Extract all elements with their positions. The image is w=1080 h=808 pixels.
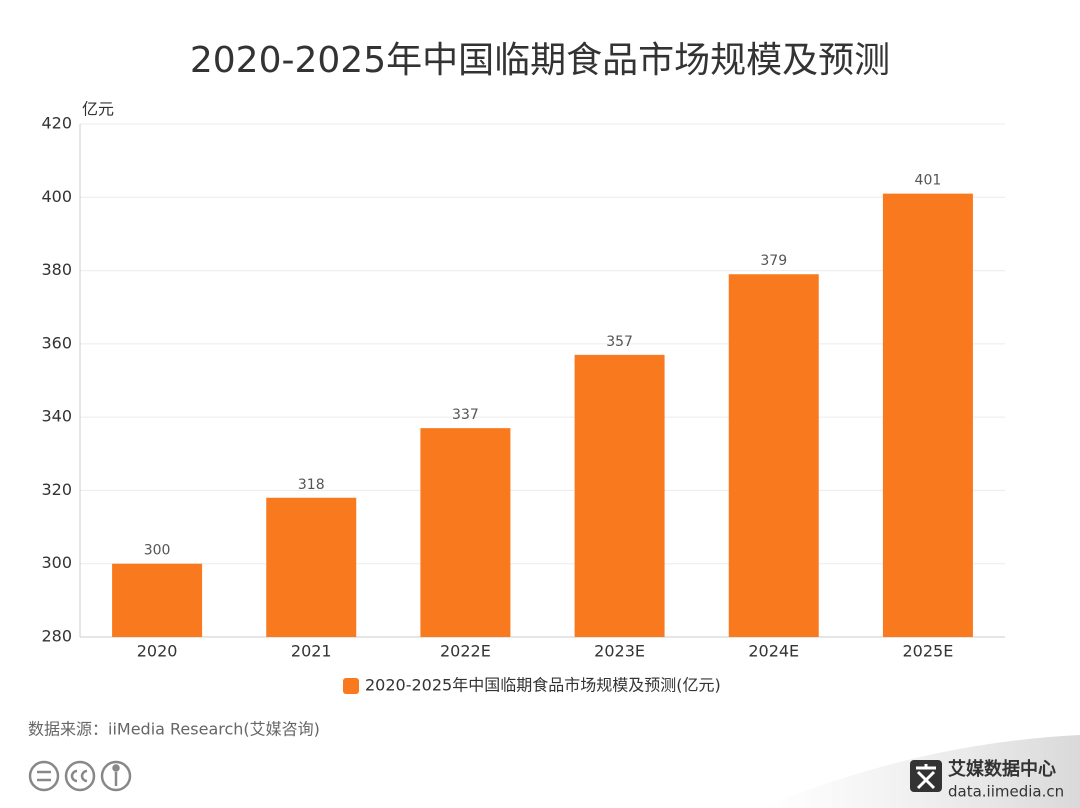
y-tick-label: 320 [41, 480, 72, 499]
bar [882, 193, 973, 637]
x-tick-label: 2020 [137, 642, 178, 661]
x-tick-label: 2025E [903, 642, 954, 661]
license-icons [28, 760, 132, 792]
legend-label: 2020-2025年中国临期食品市场规模及预测(亿元) [365, 676, 721, 695]
brand-name: 艾媒数据中心 [948, 758, 1056, 780]
x-tick-label: 2023E [594, 642, 645, 661]
source: 数据来源：iiMedia Research(艾媒咨询) [28, 720, 320, 739]
y-tick-label: 280 [41, 627, 72, 646]
bar [112, 563, 203, 637]
x-tick-label: 2024E [748, 642, 799, 661]
brand-logo [910, 760, 942, 792]
value-label: 401 [915, 173, 942, 189]
y-tick-label: 420 [41, 114, 72, 133]
value-label: 318 [298, 477, 325, 493]
bar [420, 428, 511, 637]
y-tick-label: 340 [41, 407, 72, 426]
x-tick-label: 2021 [291, 642, 332, 661]
legend-swatch [343, 678, 359, 694]
bar [728, 274, 819, 637]
bar [266, 497, 357, 637]
value-label: 357 [606, 334, 633, 350]
y-tick-label: 400 [41, 187, 72, 206]
value-label: 337 [452, 407, 479, 423]
y-tick-label: 360 [41, 333, 72, 352]
value-label: 300 [144, 543, 171, 559]
y-tick-label: 380 [41, 260, 72, 279]
y-tick-label: 300 [41, 553, 72, 572]
x-tick-label: 2022E [440, 642, 491, 661]
value-label: 379 [760, 253, 787, 269]
brand-url: data.iimedia.cn [948, 783, 1064, 801]
y-unit: 亿元 [82, 100, 114, 119]
chart-title: 2020-2025年中国临期食品市场规模及预测 [190, 40, 890, 81]
bar [574, 354, 665, 637]
